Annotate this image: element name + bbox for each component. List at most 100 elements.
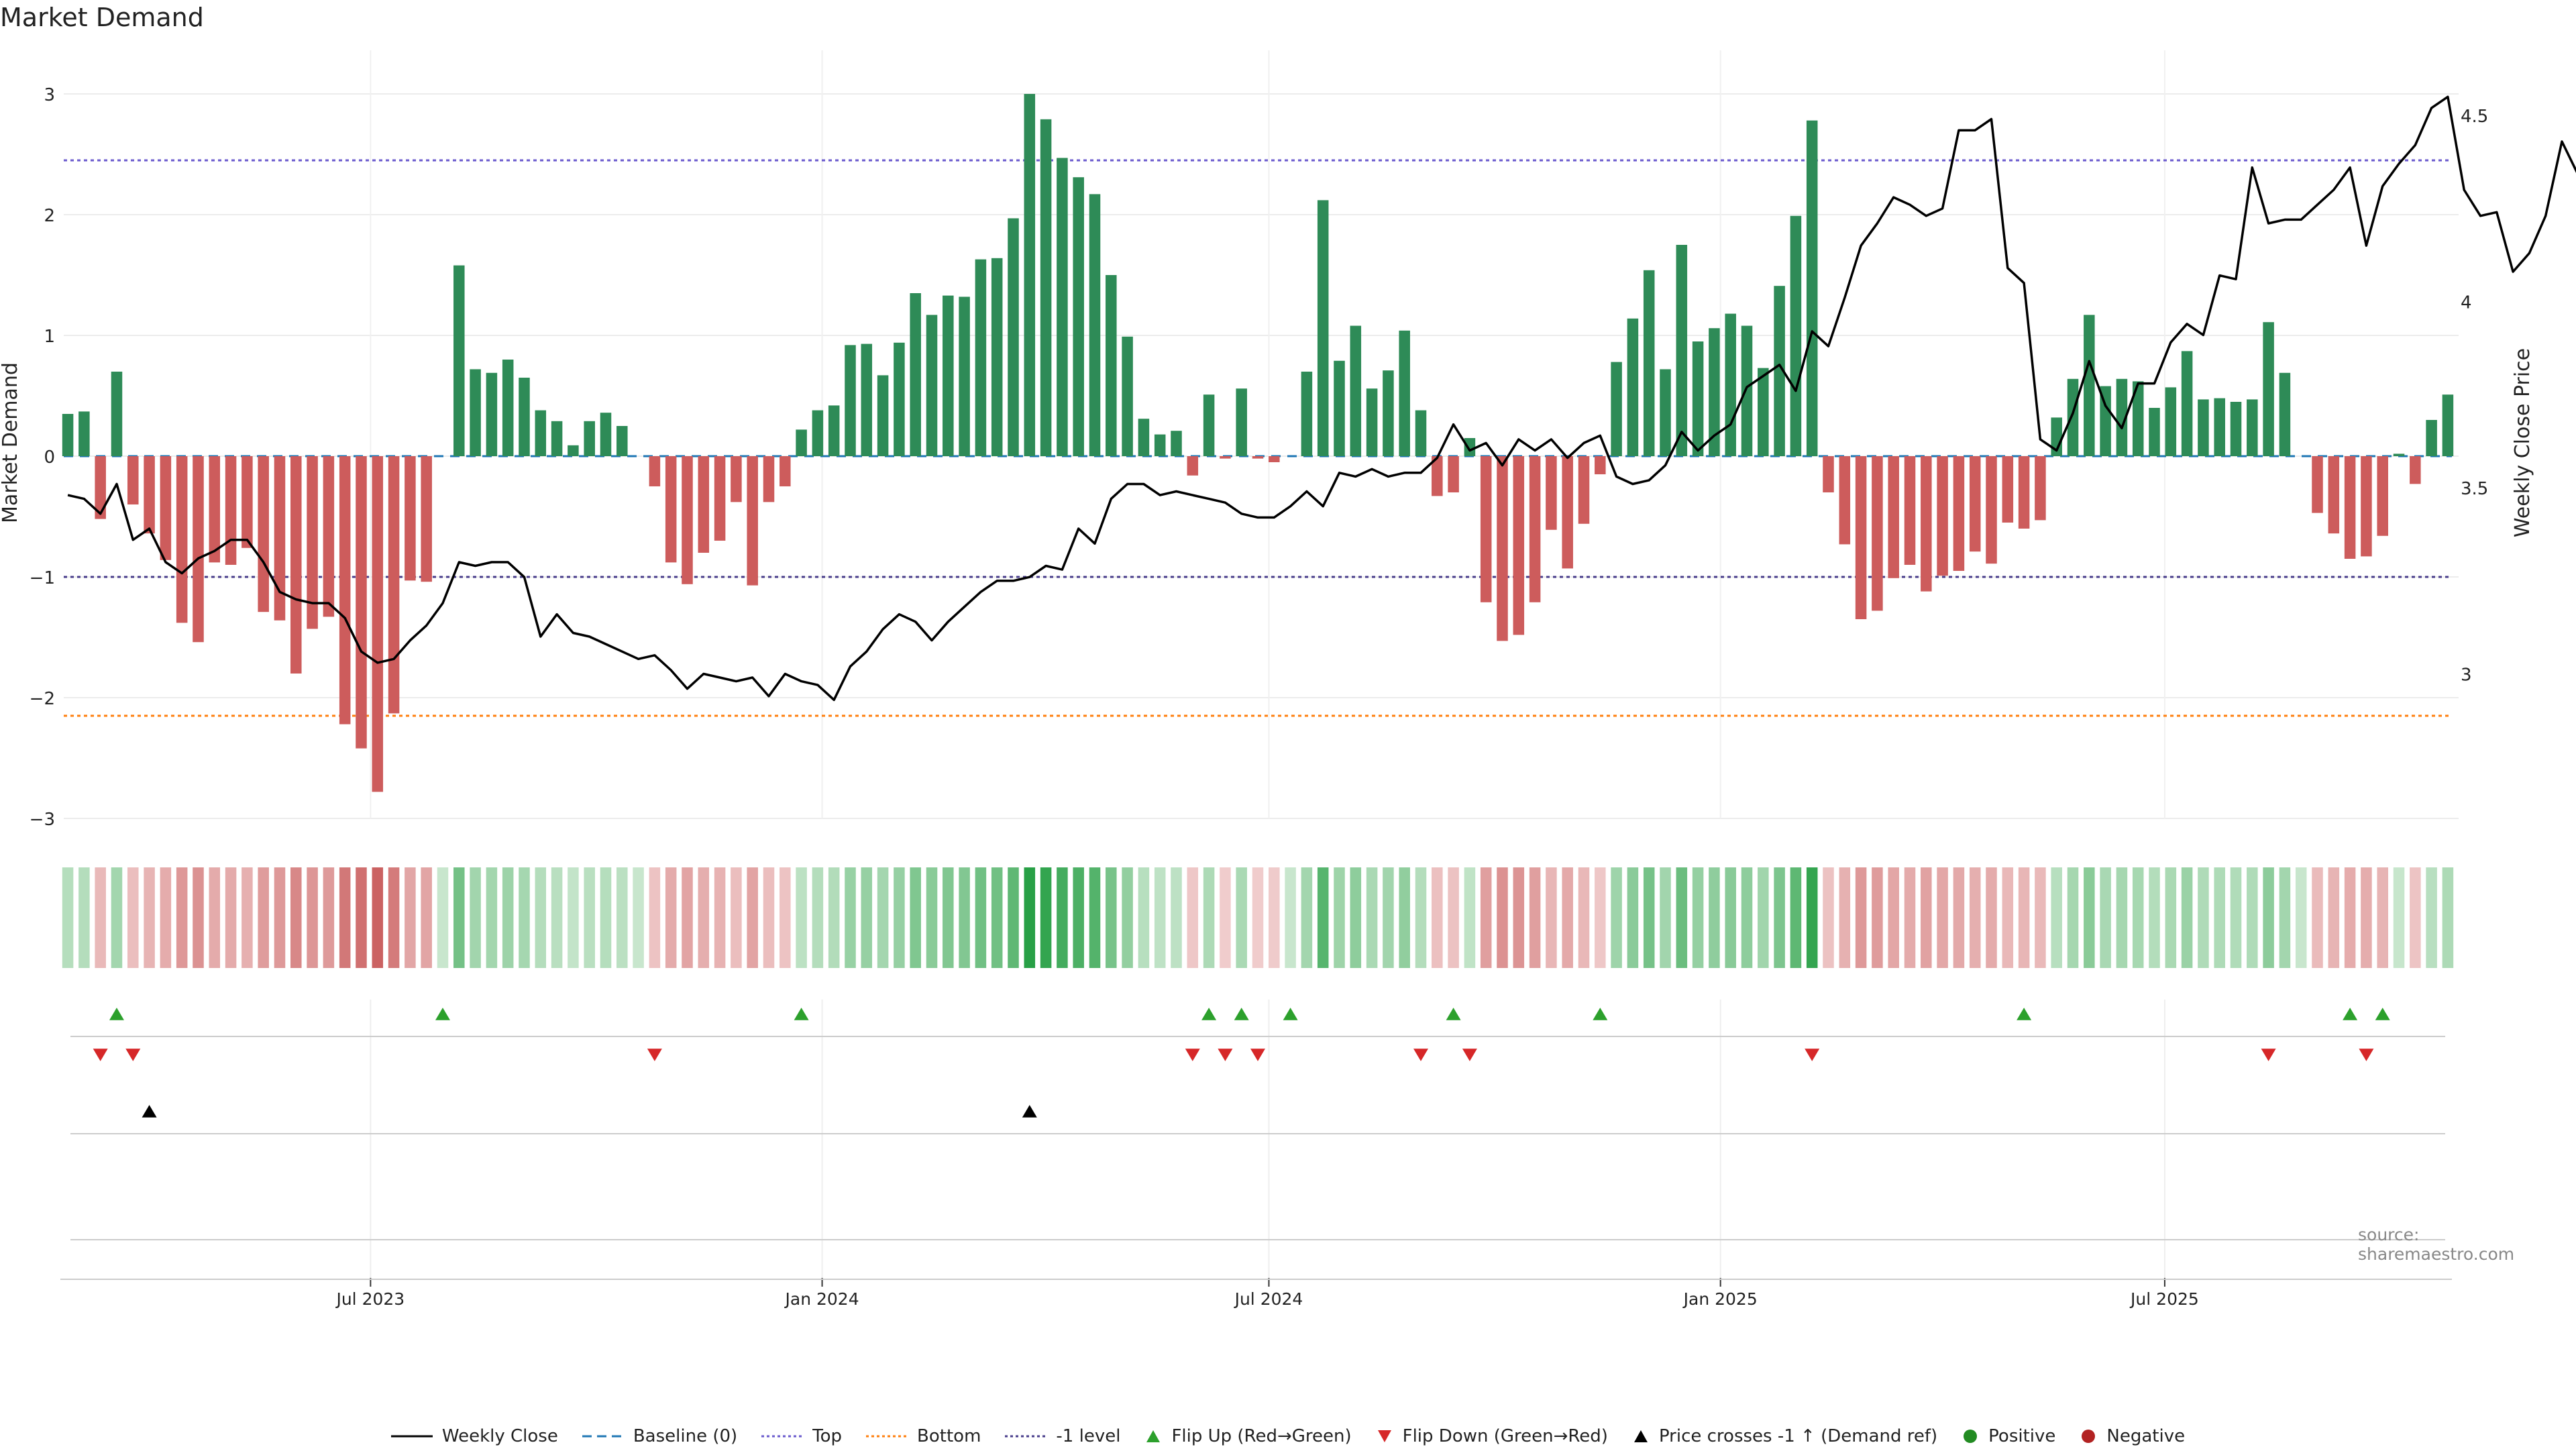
heat-cell — [1513, 867, 1525, 968]
legend-label: Bottom — [917, 1426, 981, 1446]
heat-cell — [861, 867, 873, 968]
demand-bar — [258, 456, 269, 612]
heat-cell — [111, 867, 123, 968]
y-axis-label: Market Demand — [0, 362, 22, 523]
heat-cell — [193, 867, 204, 968]
y2-tick-label: 3.5 — [2461, 479, 2488, 499]
heat-cell — [1969, 867, 1981, 968]
y2-tick-label: 4 — [2461, 293, 2472, 313]
legend-item: Flip Up (Red→Green) — [1144, 1426, 1352, 1446]
legend-triangle — [1633, 1430, 1648, 1442]
demand-bar — [1464, 438, 1476, 456]
heat-cell — [2214, 867, 2225, 968]
flip-down-marker — [125, 1049, 141, 1061]
heat-cell — [1203, 867, 1215, 968]
y-tick-label: −2 — [30, 689, 55, 709]
heat-cell — [1692, 867, 1704, 968]
y-tick-label: 2 — [44, 206, 55, 226]
heat-cell — [1448, 867, 1459, 968]
heat-cell — [78, 867, 90, 968]
heat-cell — [991, 867, 1003, 968]
heat-cell — [2100, 867, 2111, 968]
heat-cell — [1774, 867, 1785, 968]
flip-up-marker — [1593, 1008, 1608, 1020]
y2-tick-label: 3 — [2461, 665, 2472, 686]
heat-cell — [1872, 867, 1883, 968]
demand-bar — [551, 421, 563, 456]
heat-cell — [828, 867, 840, 968]
demand-bar — [2426, 420, 2437, 456]
demand-bar — [1774, 286, 1785, 456]
heat-cell — [2132, 867, 2144, 968]
heat-cell — [2377, 867, 2388, 968]
demand-bar — [2214, 398, 2225, 456]
demand-bar — [2312, 456, 2323, 513]
demand-bar — [1562, 456, 1573, 569]
heat-cell — [437, 867, 449, 968]
y-tick-label: 0 — [44, 447, 55, 468]
heat-cell — [323, 867, 335, 968]
chart-title: Market Demand — [0, 3, 204, 32]
heat-cell — [2442, 867, 2454, 968]
demand-bar — [1089, 194, 1101, 456]
heat-cell — [1953, 867, 1965, 968]
heat-cell — [339, 867, 351, 968]
demand-bar — [1122, 336, 1133, 456]
heat-cell — [2426, 867, 2437, 968]
flip-up-marker — [1446, 1008, 1461, 1020]
demand-bar — [1252, 456, 1264, 459]
heat-cell — [2344, 867, 2356, 968]
y-tick-label: −3 — [30, 810, 55, 830]
demand-bar — [1024, 94, 1036, 456]
heat-cell — [1643, 867, 1655, 968]
demand-bar — [894, 342, 905, 456]
heat-cell — [1855, 867, 1867, 968]
heat-cell — [1578, 867, 1590, 968]
flip-up-marker — [435, 1008, 450, 1020]
heat-cell — [258, 867, 269, 968]
heat-cell — [568, 867, 579, 968]
demand-bar — [1350, 325, 1362, 456]
demand-bar — [160, 456, 172, 560]
demand-bar — [290, 456, 302, 674]
legend-swatch — [1005, 1435, 1047, 1438]
demand-bar — [2149, 408, 2160, 456]
legend: Weekly Close Baseline (0) Top Bottom -1 leve… — [0, 1426, 2576, 1446]
axes: 3 2 1 0 −1 −2 −3 4.5 4 3.5 3 Jul 2023 Jan 2024 Jul 20… — [30, 85, 2489, 1309]
x-tick-label: Jan 2025 — [1682, 1289, 1758, 1309]
heat-cell — [307, 867, 318, 968]
demand-bar — [1497, 456, 1508, 641]
heat-cell — [1725, 867, 1736, 968]
heat-cell — [1350, 867, 1362, 968]
demand-bar — [991, 258, 1003, 456]
demand-bar — [2181, 351, 2193, 456]
heat-cell — [2067, 867, 2079, 968]
demand-bar — [2198, 399, 2209, 456]
heat-cell — [1937, 867, 1948, 968]
demand-bar — [682, 456, 693, 584]
demand-bar — [1301, 372, 1313, 456]
heat-cell — [1464, 867, 1476, 968]
demand-bar — [796, 429, 807, 456]
heat-cell — [2328, 867, 2340, 968]
x-tick-label: Jan 2024 — [784, 1289, 859, 1309]
demand-bar — [2035, 456, 2046, 521]
demand-bar — [2328, 456, 2340, 534]
heat-cell — [616, 867, 628, 968]
demand-bar — [535, 410, 547, 456]
heat-cell — [1986, 867, 1997, 968]
heat-cell — [1611, 867, 1622, 968]
heat-cell — [1317, 867, 1329, 968]
legend-label: Price crosses -1 ↑ (Demand ref) — [1658, 1426, 1938, 1446]
demand-bar — [1921, 456, 1932, 592]
demand-bar — [763, 456, 775, 502]
demand-bar — [2410, 456, 2421, 484]
legend-item: -1 level — [1005, 1426, 1120, 1446]
heat-cell — [682, 867, 693, 968]
demand-bar — [1741, 325, 1753, 456]
heat-cell — [1888, 867, 1899, 968]
demand-bar — [225, 456, 237, 565]
legend-label: Weekly Close — [441, 1426, 558, 1446]
heat-cell — [95, 867, 106, 968]
